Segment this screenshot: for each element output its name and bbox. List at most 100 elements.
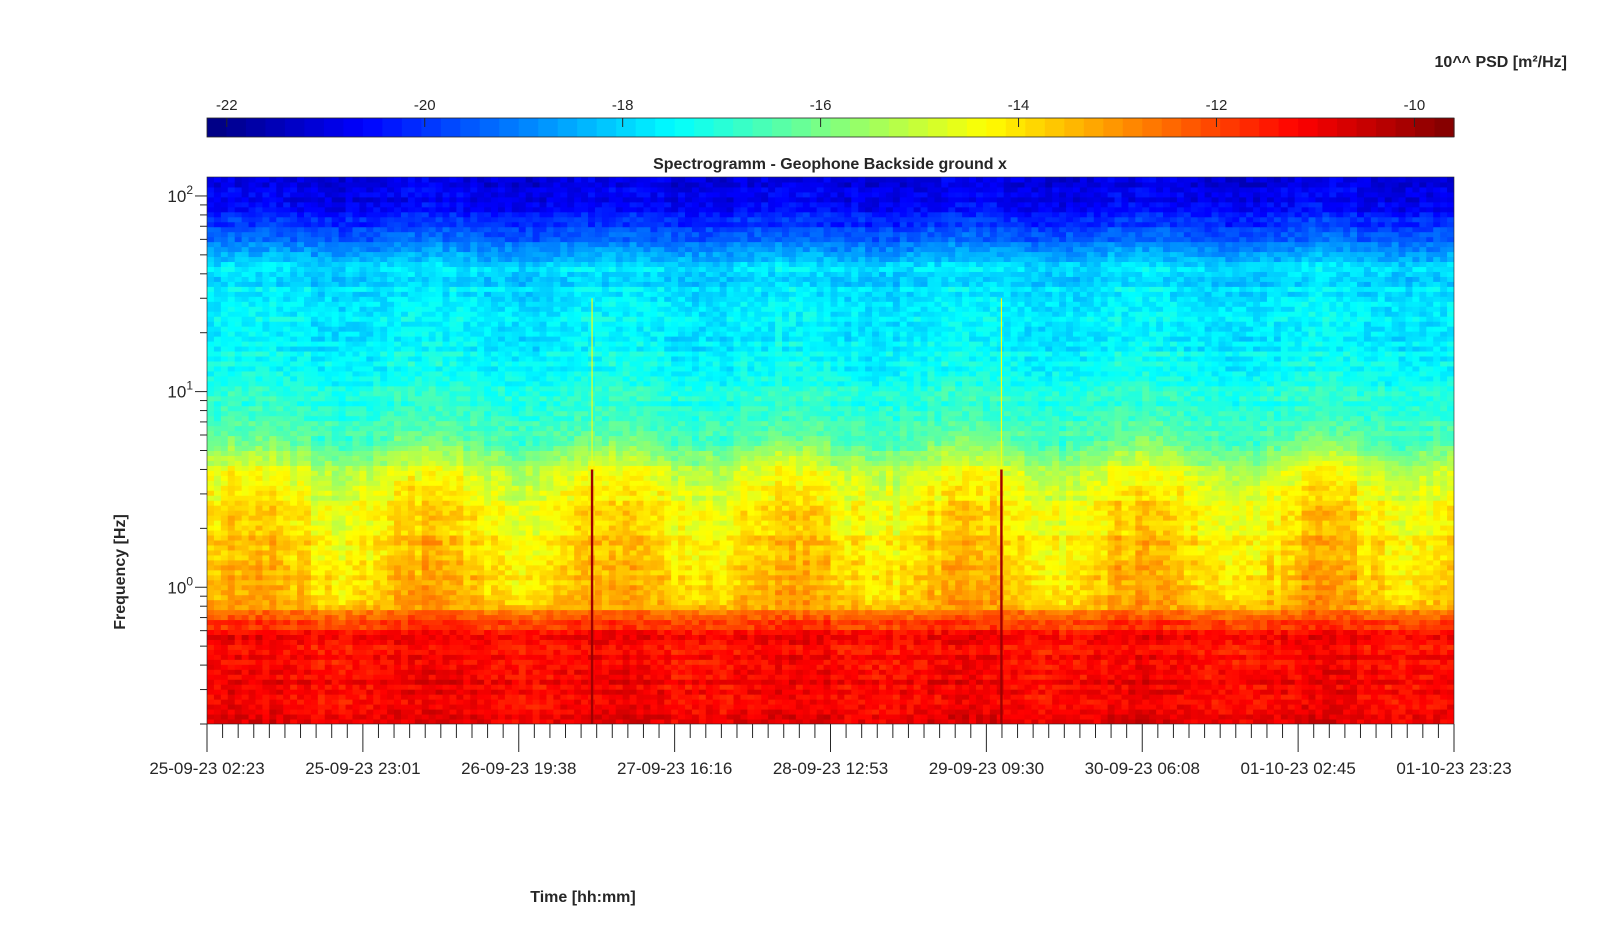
heatmap-cell: [1273, 634, 1282, 640]
heatmap-cell: [1426, 649, 1434, 655]
heatmap-cell: [671, 674, 679, 680]
heatmap-cell: [927, 594, 935, 601]
heatmap-cell: [317, 654, 326, 660]
heatmap-cell: [1225, 689, 1233, 695]
heatmap-cell: [276, 674, 284, 680]
colorbar-segment: [1025, 118, 1046, 137]
heatmap-cell: [982, 664, 991, 670]
heatmap-cell: [387, 619, 395, 626]
heatmap-cell: [1398, 709, 1407, 715]
heatmap-cell: [1218, 684, 1226, 690]
heatmap-cell: [1391, 664, 1400, 670]
heatmap-cell: [1003, 624, 1012, 631]
heatmap-cell: [310, 589, 319, 596]
heatmap-cell: [1363, 619, 1372, 626]
heatmap-cell: [1128, 644, 1136, 650]
heatmap-cell: [255, 599, 263, 606]
heatmap-cell: [207, 714, 215, 720]
heatmap-cell: [1045, 679, 1053, 685]
heatmap-cell: [1287, 694, 1296, 700]
heatmap-cell: [678, 709, 686, 715]
heatmap-cell: [1405, 679, 1413, 685]
heatmap-cell: [234, 694, 243, 700]
heatmap-cell: [1135, 644, 1143, 650]
heatmap-cell: [1218, 619, 1226, 626]
heatmap-cell: [982, 614, 991, 621]
heatmap-cell: [220, 659, 229, 665]
heatmap-cell: [851, 639, 859, 645]
heatmap-cell: [691, 669, 700, 675]
heatmap-cell: [955, 649, 963, 655]
heatmap-cell: [691, 659, 700, 665]
heatmap-cell: [303, 644, 312, 650]
heatmap-cell: [823, 699, 831, 705]
heatmap-cell: [283, 629, 291, 635]
heatmap-cell: [761, 694, 769, 700]
heatmap-cell: [761, 674, 769, 680]
heatmap-cell: [297, 639, 305, 645]
heatmap-cell: [373, 719, 381, 724]
heatmap-cell: [657, 709, 665, 715]
heatmap-cell: [338, 654, 347, 660]
heatmap-cell: [1329, 634, 1337, 640]
heatmap-cell: [1246, 624, 1254, 631]
heatmap-cell: [1246, 599, 1254, 606]
heatmap-cell: [1059, 679, 1067, 685]
heatmap-cell: [1246, 664, 1254, 670]
heatmap-cell: [581, 629, 589, 635]
heatmap-cell: [927, 689, 935, 695]
heatmap-cell: [927, 699, 935, 705]
heatmap-cell: [255, 719, 263, 724]
heatmap-cell: [872, 629, 880, 635]
heatmap-cell: [497, 584, 506, 591]
heatmap-cell: [962, 679, 970, 685]
heatmap-cell: [1024, 704, 1032, 710]
heatmap-cell: [601, 654, 610, 660]
heatmap-cell: [546, 589, 554, 596]
heatmap-cell: [671, 719, 679, 724]
heatmap-cell: [1197, 629, 1206, 635]
heatmap-cell: [698, 649, 707, 655]
heatmap-cell: [1121, 699, 1129, 705]
heatmap-cell: [1273, 664, 1282, 670]
heatmap-cell: [449, 609, 457, 616]
heatmap-cell: [331, 584, 340, 591]
heatmap-cell: [1377, 719, 1386, 724]
heatmap-cell: [1280, 614, 1289, 621]
heatmap-cell: [906, 594, 915, 601]
heatmap-cell: [532, 679, 541, 685]
heatmap-cell: [1246, 619, 1254, 626]
heatmap-cell: [207, 709, 215, 715]
heatmap-cell: [373, 679, 381, 685]
heatmap-cell: [1447, 639, 1454, 645]
heatmap-cell: [1211, 634, 1219, 640]
heatmap-cell: [740, 624, 748, 631]
heatmap-cell: [962, 634, 970, 640]
heatmap-cell: [1363, 709, 1372, 715]
heatmap-cell: [608, 624, 617, 631]
heatmap-cell: [283, 639, 291, 645]
heatmap-cell: [1135, 604, 1143, 611]
heatmap-cell: [1052, 619, 1060, 626]
heatmap-cell: [1315, 664, 1323, 670]
heatmap-cell: [698, 694, 707, 700]
heatmap-cell: [1183, 714, 1192, 720]
heatmap-cell: [532, 644, 541, 650]
heatmap-cell: [1100, 634, 1109, 640]
heatmap-cell: [768, 654, 776, 660]
heatmap-cell: [1100, 679, 1109, 685]
heatmap-cell: [975, 684, 984, 690]
heatmap-cell: [331, 599, 340, 606]
heatmap-cell: [733, 704, 741, 710]
heatmap-cell: [782, 709, 790, 715]
heatmap-cell: [927, 714, 935, 720]
heatmap-cell: [297, 619, 305, 626]
heatmap-cell: [463, 674, 471, 680]
heatmap-cell: [629, 644, 638, 650]
heatmap-cell: [899, 669, 908, 675]
heatmap-cell: [1246, 594, 1254, 601]
colorbar-segment: [791, 118, 812, 137]
heatmap-cell: [1239, 614, 1247, 621]
heatmap-cell: [456, 654, 464, 660]
heatmap-cell: [913, 624, 922, 631]
